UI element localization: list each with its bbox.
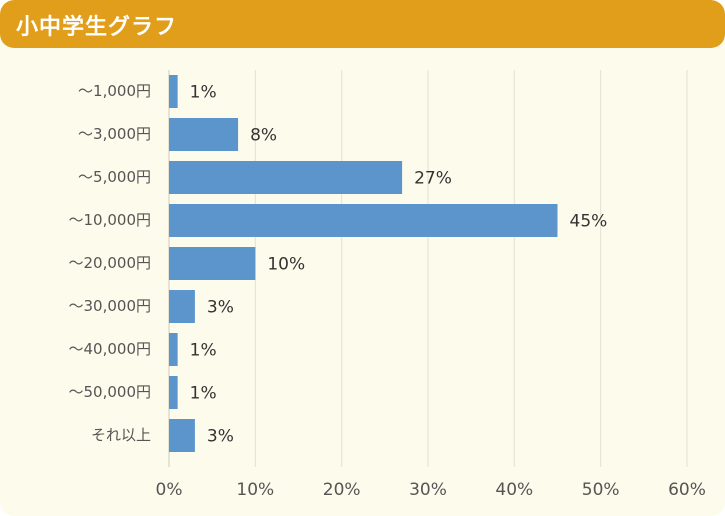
bar-6 — [169, 290, 195, 323]
x-tick-label-20: 20% — [323, 480, 361, 500]
x-tick-label-30: 30% — [409, 480, 447, 500]
x-tick-label-50: 50% — [582, 480, 620, 500]
category-label-2: ～3,000円 — [78, 125, 151, 143]
value-label-4: 45% — [570, 212, 608, 232]
x-tick-label-60: 60% — [668, 480, 706, 500]
category-label-7: ～40,000円 — [69, 340, 152, 358]
chart-title: 小中学生グラフ — [16, 15, 178, 40]
bar-chart: ～1,000円 1% ～3,000円 8% ～5,000円 27% ～10,000円 45% ～… — [69, 70, 706, 500]
bar-2 — [169, 118, 239, 151]
category-label-6: ～30,000円 — [69, 297, 152, 315]
value-label-5: 10% — [267, 255, 305, 275]
bar-8 — [169, 376, 178, 409]
category-label-1: ～1,000円 — [78, 82, 151, 100]
bar-5 — [169, 247, 256, 280]
category-label-5: ～20,000円 — [69, 254, 152, 272]
x-tick-label-10: 10% — [236, 480, 274, 500]
x-tick-label-40: 40% — [495, 480, 533, 500]
chart-header: 小中学生グラフ — [0, 0, 725, 48]
value-label-6: 3% — [207, 298, 234, 318]
value-label-1: 1% — [190, 83, 217, 103]
value-label-2: 8% — [250, 126, 277, 146]
bar-4 — [169, 204, 558, 237]
bar-7 — [169, 333, 178, 366]
value-label-3: 27% — [414, 169, 452, 189]
bar-1 — [169, 75, 178, 108]
value-label-9: 3% — [207, 427, 234, 447]
x-tick-label-0: 0% — [156, 480, 183, 500]
category-label-3: ～5,000円 — [78, 168, 151, 186]
category-label-9: それ以上 — [91, 426, 151, 444]
bar-3 — [169, 161, 403, 194]
bar-9 — [169, 419, 195, 452]
category-label-4: ～10,000円 — [69, 211, 152, 229]
value-label-7: 1% — [190, 341, 217, 361]
category-label-8: ～50,000円 — [69, 383, 152, 401]
value-label-8: 1% — [190, 384, 217, 404]
